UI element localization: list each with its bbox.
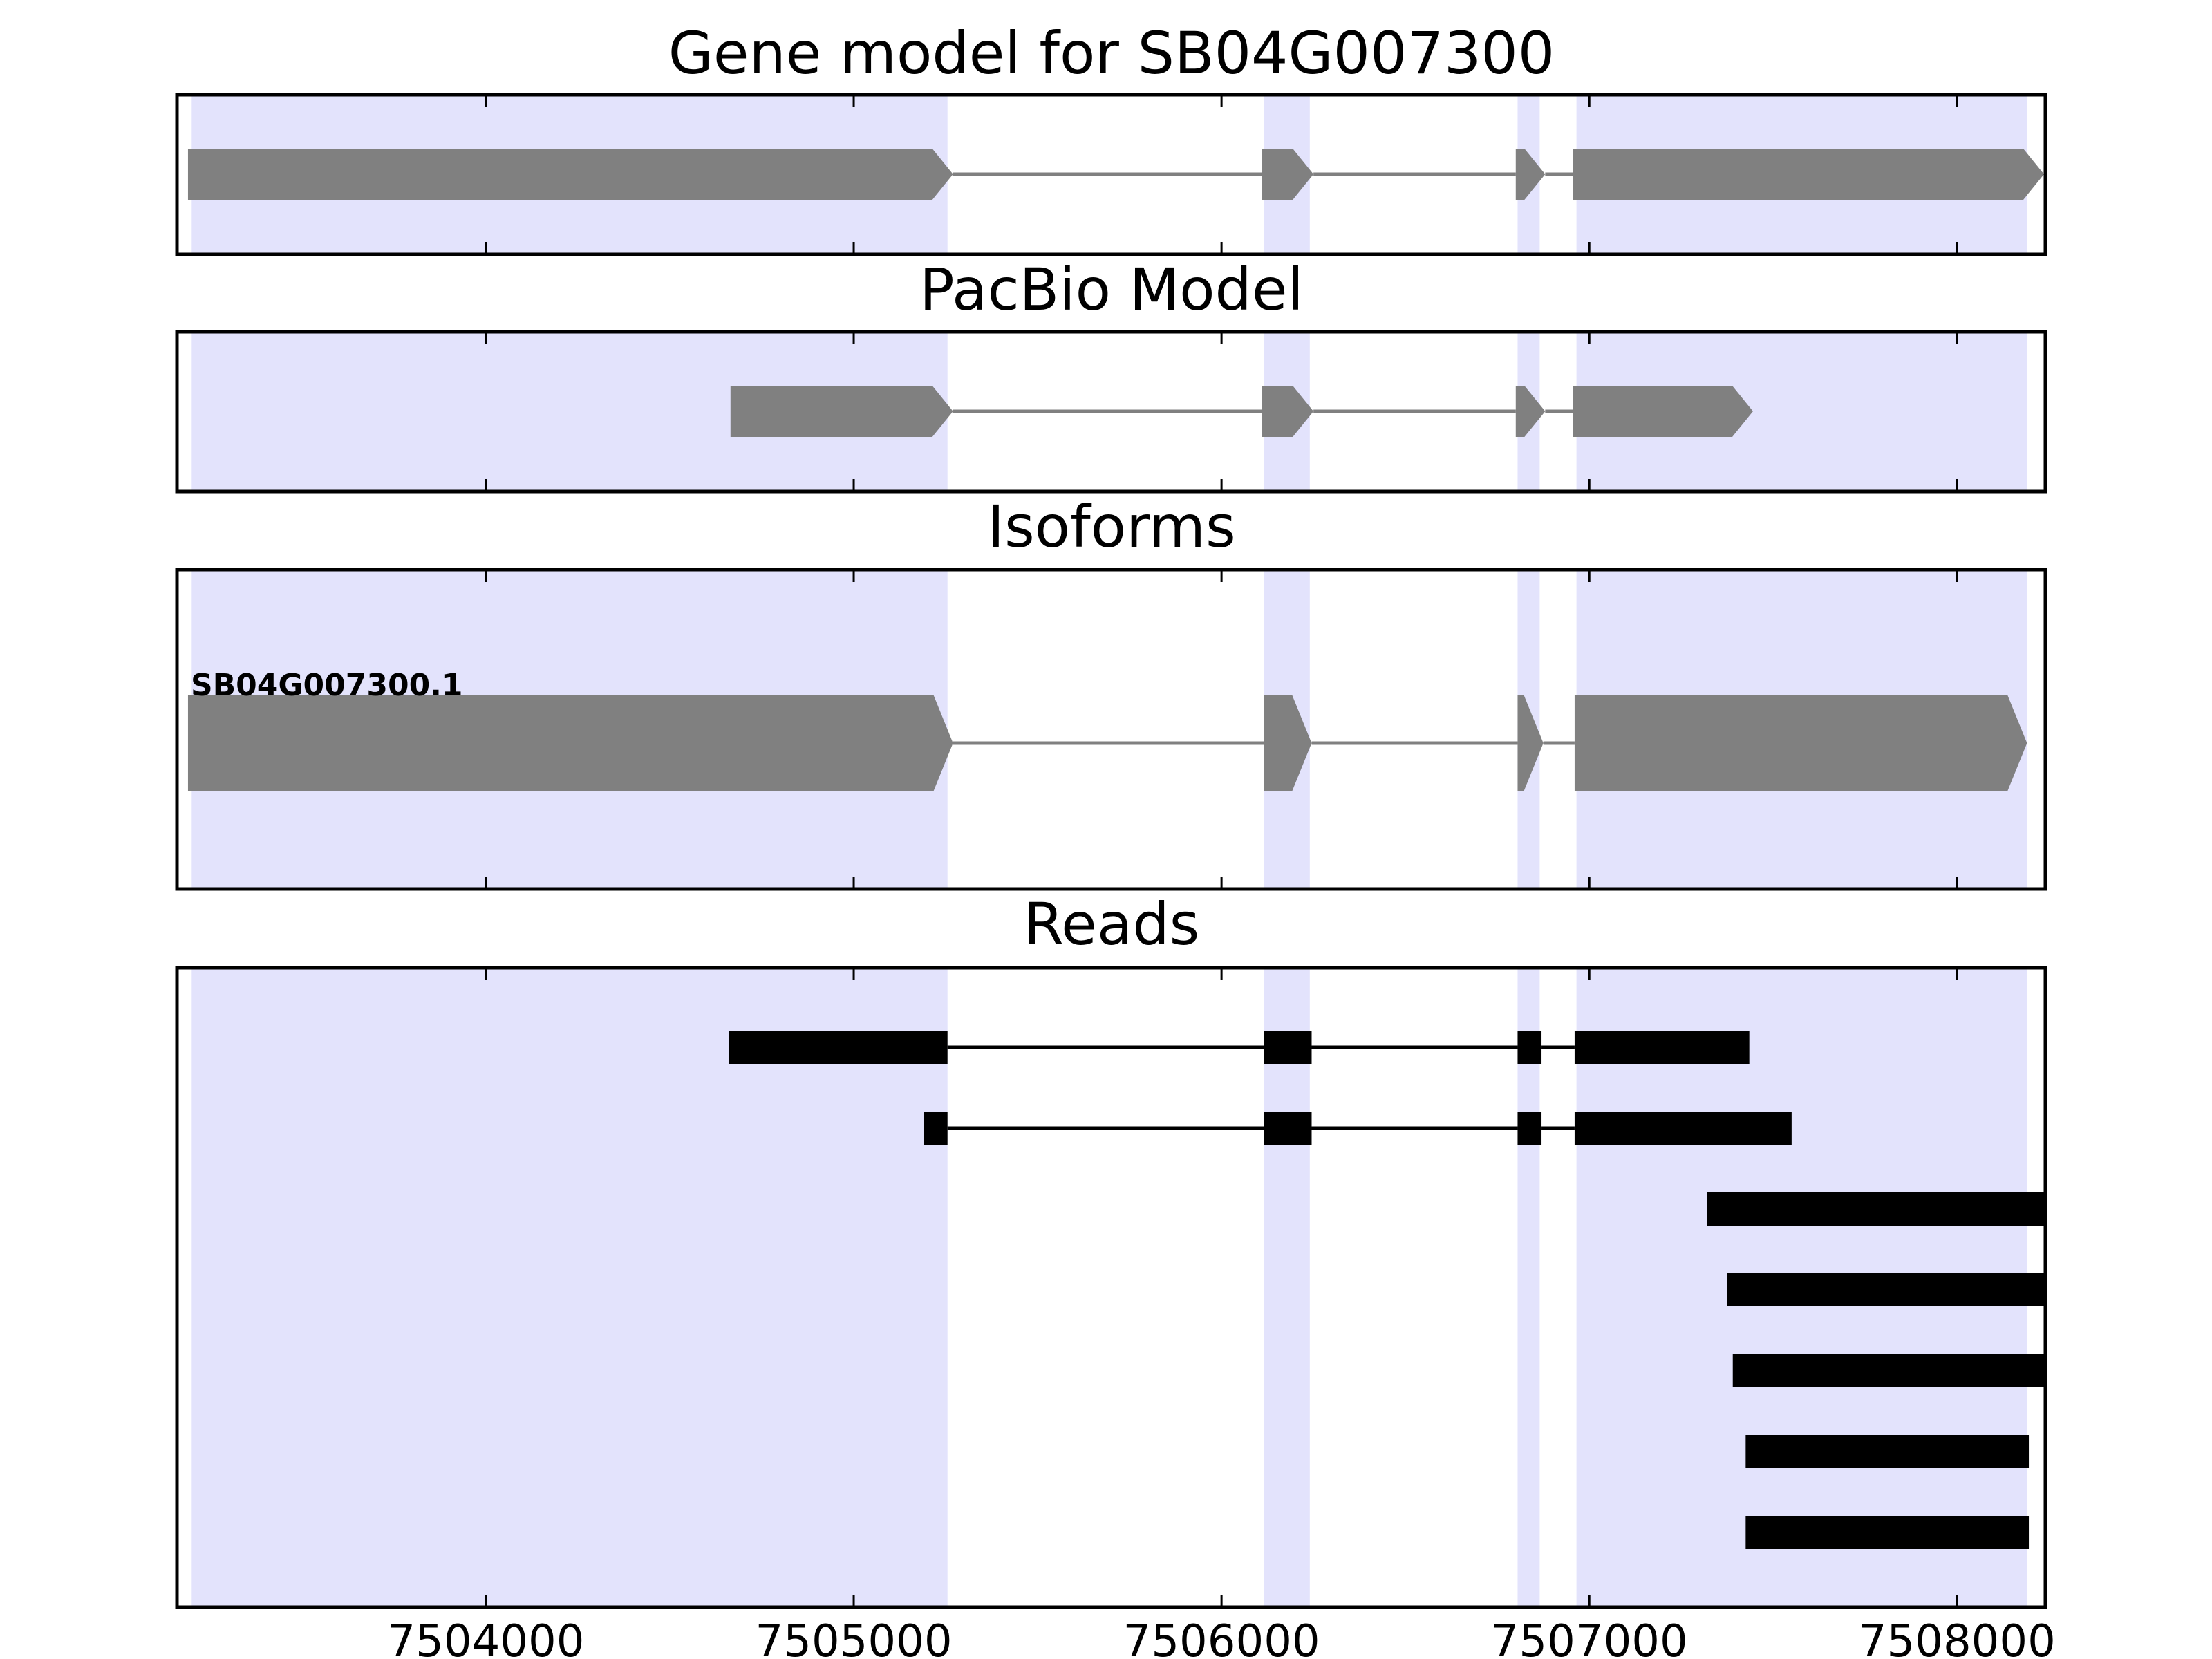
exon-block — [187, 695, 953, 791]
read-block — [1732, 1354, 2045, 1387]
read-block — [924, 1112, 948, 1145]
x-tick-label: 7507000 — [1491, 1616, 1688, 1659]
panel-title-isoforms: Isoforms — [987, 493, 1236, 561]
exon-block — [1573, 149, 2044, 200]
x-tick-label: 7508000 — [1859, 1616, 2056, 1659]
exon-block — [1517, 695, 1544, 791]
read-block — [1264, 1112, 1312, 1145]
exon-block — [1515, 386, 1546, 437]
panel-isoforms: Isoforms SB04G007300.1 — [175, 493, 2047, 891]
panel-pacbio-model: PacBio Model — [175, 256, 2047, 494]
exon-block — [730, 386, 953, 437]
tracks-gene-model — [187, 149, 2044, 200]
frame-gene-model — [175, 93, 2047, 256]
highlight-region — [1264, 968, 1310, 1607]
tracks-pacbio-model — [730, 386, 1753, 437]
ticks-gene-model — [485, 95, 1958, 254]
read-block — [1517, 1112, 1542, 1145]
exon-block — [1573, 386, 1753, 437]
highlight-region — [191, 968, 948, 1607]
read-block — [1574, 1112, 1792, 1145]
x-tick-label: 7506000 — [1123, 1616, 1320, 1659]
read-block — [1574, 1031, 1750, 1064]
exon-block — [1264, 695, 1312, 791]
read-block — [729, 1031, 948, 1064]
exon-block — [1574, 695, 2027, 791]
highlight-region — [1517, 968, 1540, 1607]
frame-reads — [175, 966, 2047, 1609]
x-tick-labels: 7504000 7505000 7506000 7507000 7508000 — [387, 1616, 2055, 1659]
read-block — [1264, 1031, 1312, 1064]
exon-block — [1262, 386, 1314, 437]
panel-gene-model: Gene model for SB04G007300 — [175, 19, 2047, 256]
tracks-reads — [729, 1031, 2045, 1549]
exon-block — [187, 149, 953, 200]
isoform-label: SB04G007300.1 — [191, 668, 463, 703]
panel-reads: Reads 7504000 7505000 7506000 7507000 750800… — [175, 890, 2056, 1659]
panel-title-pacbio-model: PacBio Model — [919, 256, 1304, 324]
x-tick-label: 7504000 — [387, 1616, 584, 1659]
exon-block — [1515, 149, 1546, 200]
read-block — [1727, 1273, 2045, 1306]
panel-title-gene-model: Gene model for SB04G007300 — [668, 19, 1555, 87]
read-block — [1745, 1435, 2030, 1468]
exon-block — [1262, 149, 1314, 200]
ticks-pacbio-model — [485, 332, 1958, 491]
read-block — [1745, 1516, 2030, 1549]
frame-pacbio-model — [175, 330, 2047, 494]
x-tick-label: 7505000 — [756, 1616, 953, 1659]
ticks-reads — [485, 968, 1958, 1607]
tracks-isoforms: SB04G007300.1 — [187, 668, 2027, 791]
read-block — [1707, 1192, 2045, 1226]
panel-title-reads: Reads — [1024, 890, 1200, 958]
frame-isoforms — [175, 568, 2047, 891]
ticks-isoforms — [485, 570, 1958, 889]
read-block — [1517, 1031, 1542, 1064]
